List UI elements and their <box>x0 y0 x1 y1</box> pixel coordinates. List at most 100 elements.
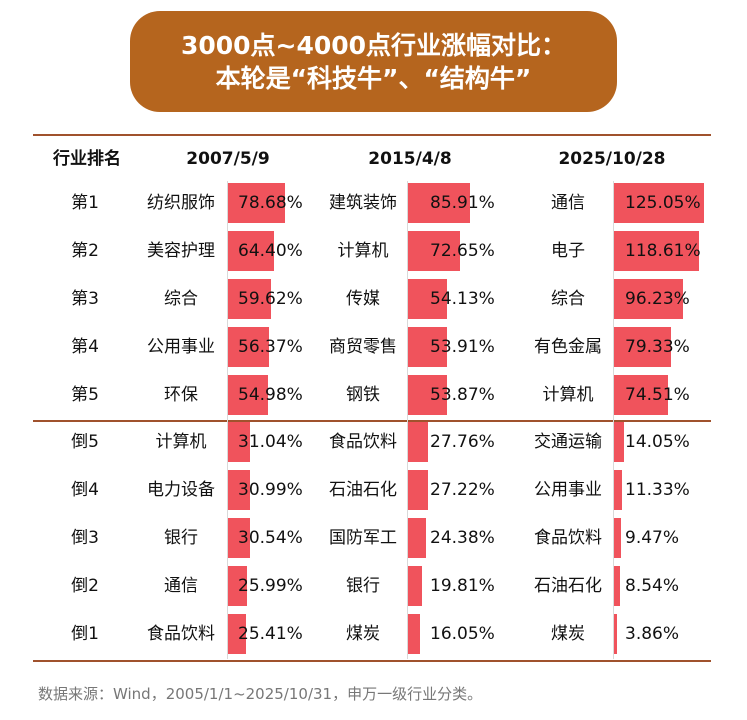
industry-name: 食品饮料 <box>534 528 602 548</box>
gain-bar <box>614 375 668 415</box>
title-line-2: 本轮是“科技牛”、“结构牛” <box>215 63 532 93</box>
gain-value: 53.87% <box>430 385 495 405</box>
rank-label: 第1 <box>71 193 99 213</box>
gain-bar <box>614 566 621 606</box>
industry-name: 有色金属 <box>534 337 602 357</box>
industry-name: 石油石化 <box>534 576 602 596</box>
industry-name: 交通运输 <box>534 432 602 452</box>
bar-baseline <box>613 181 614 659</box>
gain-bar <box>408 231 461 271</box>
gain-value: 3.86% <box>625 624 680 644</box>
gain-bar <box>614 518 621 558</box>
gain-bar <box>614 470 623 510</box>
industry-name: 公用事业 <box>147 337 215 357</box>
gain-bar <box>408 518 426 558</box>
gain-value: 64.40% <box>238 241 303 261</box>
industry-name: 银行 <box>164 528 198 548</box>
gain-bar <box>228 183 285 223</box>
gain-bar <box>614 614 617 654</box>
industry-name: 煤炭 <box>551 624 585 644</box>
table-bottom-rule <box>33 660 711 662</box>
header-2015: 2015/4/8 <box>368 149 452 169</box>
gain-bar <box>408 279 447 319</box>
industry-name: 银行 <box>346 576 380 596</box>
gain-bar <box>228 566 247 606</box>
gain-value: 72.65% <box>430 241 495 261</box>
rank-label: 倒4 <box>71 480 99 500</box>
bar-baseline <box>407 181 408 659</box>
gain-value: 118.61% <box>625 241 701 261</box>
table-top-rule <box>33 134 711 136</box>
gain-value: 96.23% <box>625 289 690 309</box>
industry-name: 通信 <box>551 193 585 213</box>
gain-value: 25.99% <box>238 576 303 596</box>
bar-baseline <box>227 181 228 659</box>
industry-name: 计算机 <box>542 385 594 405</box>
rank-label: 第5 <box>71 385 99 405</box>
gain-bar <box>228 327 269 367</box>
gain-value: 54.98% <box>238 385 303 405</box>
header-rank: 行业排名 <box>53 149 121 169</box>
gain-bar <box>614 422 625 462</box>
industry-name: 食品饮料 <box>329 432 397 452</box>
gain-value: 53.91% <box>430 337 495 357</box>
industry-name: 电子 <box>551 241 585 261</box>
title-line-1: 3000点~4000点行业涨幅对比： <box>180 30 567 60</box>
rank-label: 倒5 <box>71 432 99 452</box>
gain-value: 8.54% <box>625 576 680 596</box>
gain-bar <box>228 231 275 271</box>
gain-value: 11.33% <box>625 480 690 500</box>
gain-value: 78.68% <box>238 193 303 213</box>
industry-name: 食品饮料 <box>147 624 215 644</box>
industry-name: 综合 <box>164 289 198 309</box>
industry-name: 纺织服饰 <box>147 193 215 213</box>
header-2007: 2007/5/9 <box>186 149 270 169</box>
gain-value: 56.37% <box>238 337 303 357</box>
gain-bar <box>228 470 251 510</box>
gain-value: 30.54% <box>238 528 303 548</box>
rank-label: 倒1 <box>71 624 99 644</box>
industry-name: 传媒 <box>346 289 380 309</box>
gain-value: 30.99% <box>238 480 303 500</box>
title-banner: 3000点~4000点行业涨幅对比： 本轮是“科技牛”、“结构牛” <box>130 11 617 112</box>
gain-bar <box>614 231 700 271</box>
gain-bar <box>408 614 420 654</box>
header-2025: 2025/10/28 <box>558 149 666 169</box>
gain-bar <box>614 183 705 223</box>
gain-bar <box>228 518 250 558</box>
gain-value: 27.22% <box>430 480 495 500</box>
gain-bar <box>408 566 423 606</box>
gain-bar <box>408 183 470 223</box>
gain-value: 27.76% <box>430 432 495 452</box>
rank-label: 第2 <box>71 241 99 261</box>
gain-value: 25.41% <box>238 624 303 644</box>
rank-label: 倒3 <box>71 528 99 548</box>
gain-value: 125.05% <box>625 193 701 213</box>
gain-bar <box>228 375 268 415</box>
gain-value: 14.05% <box>625 432 690 452</box>
gain-bar <box>408 327 447 367</box>
industry-name: 国防军工 <box>329 528 397 548</box>
industry-name: 商贸零售 <box>329 337 397 357</box>
gain-bar <box>408 470 428 510</box>
rank-label: 倒2 <box>71 576 99 596</box>
gain-bar <box>408 375 447 415</box>
industry-name: 综合 <box>551 289 585 309</box>
industry-name: 煤炭 <box>346 624 380 644</box>
rank-label: 第4 <box>71 337 99 357</box>
gain-value: 16.05% <box>430 624 495 644</box>
gain-value: 9.47% <box>625 528 680 548</box>
industry-name: 通信 <box>164 576 198 596</box>
gain-bar <box>614 279 684 319</box>
gain-value: 59.62% <box>238 289 303 309</box>
gain-value: 24.38% <box>430 528 495 548</box>
gain-value: 85.91% <box>430 193 495 213</box>
gain-bar <box>614 327 672 367</box>
industry-name: 计算机 <box>155 432 207 452</box>
gain-bar <box>228 279 271 319</box>
gain-value: 54.13% <box>430 289 495 309</box>
gain-value: 74.51% <box>625 385 690 405</box>
gain-value: 79.33% <box>625 337 690 357</box>
rank-label: 第3 <box>71 289 99 309</box>
industry-name: 钢铁 <box>346 385 380 405</box>
